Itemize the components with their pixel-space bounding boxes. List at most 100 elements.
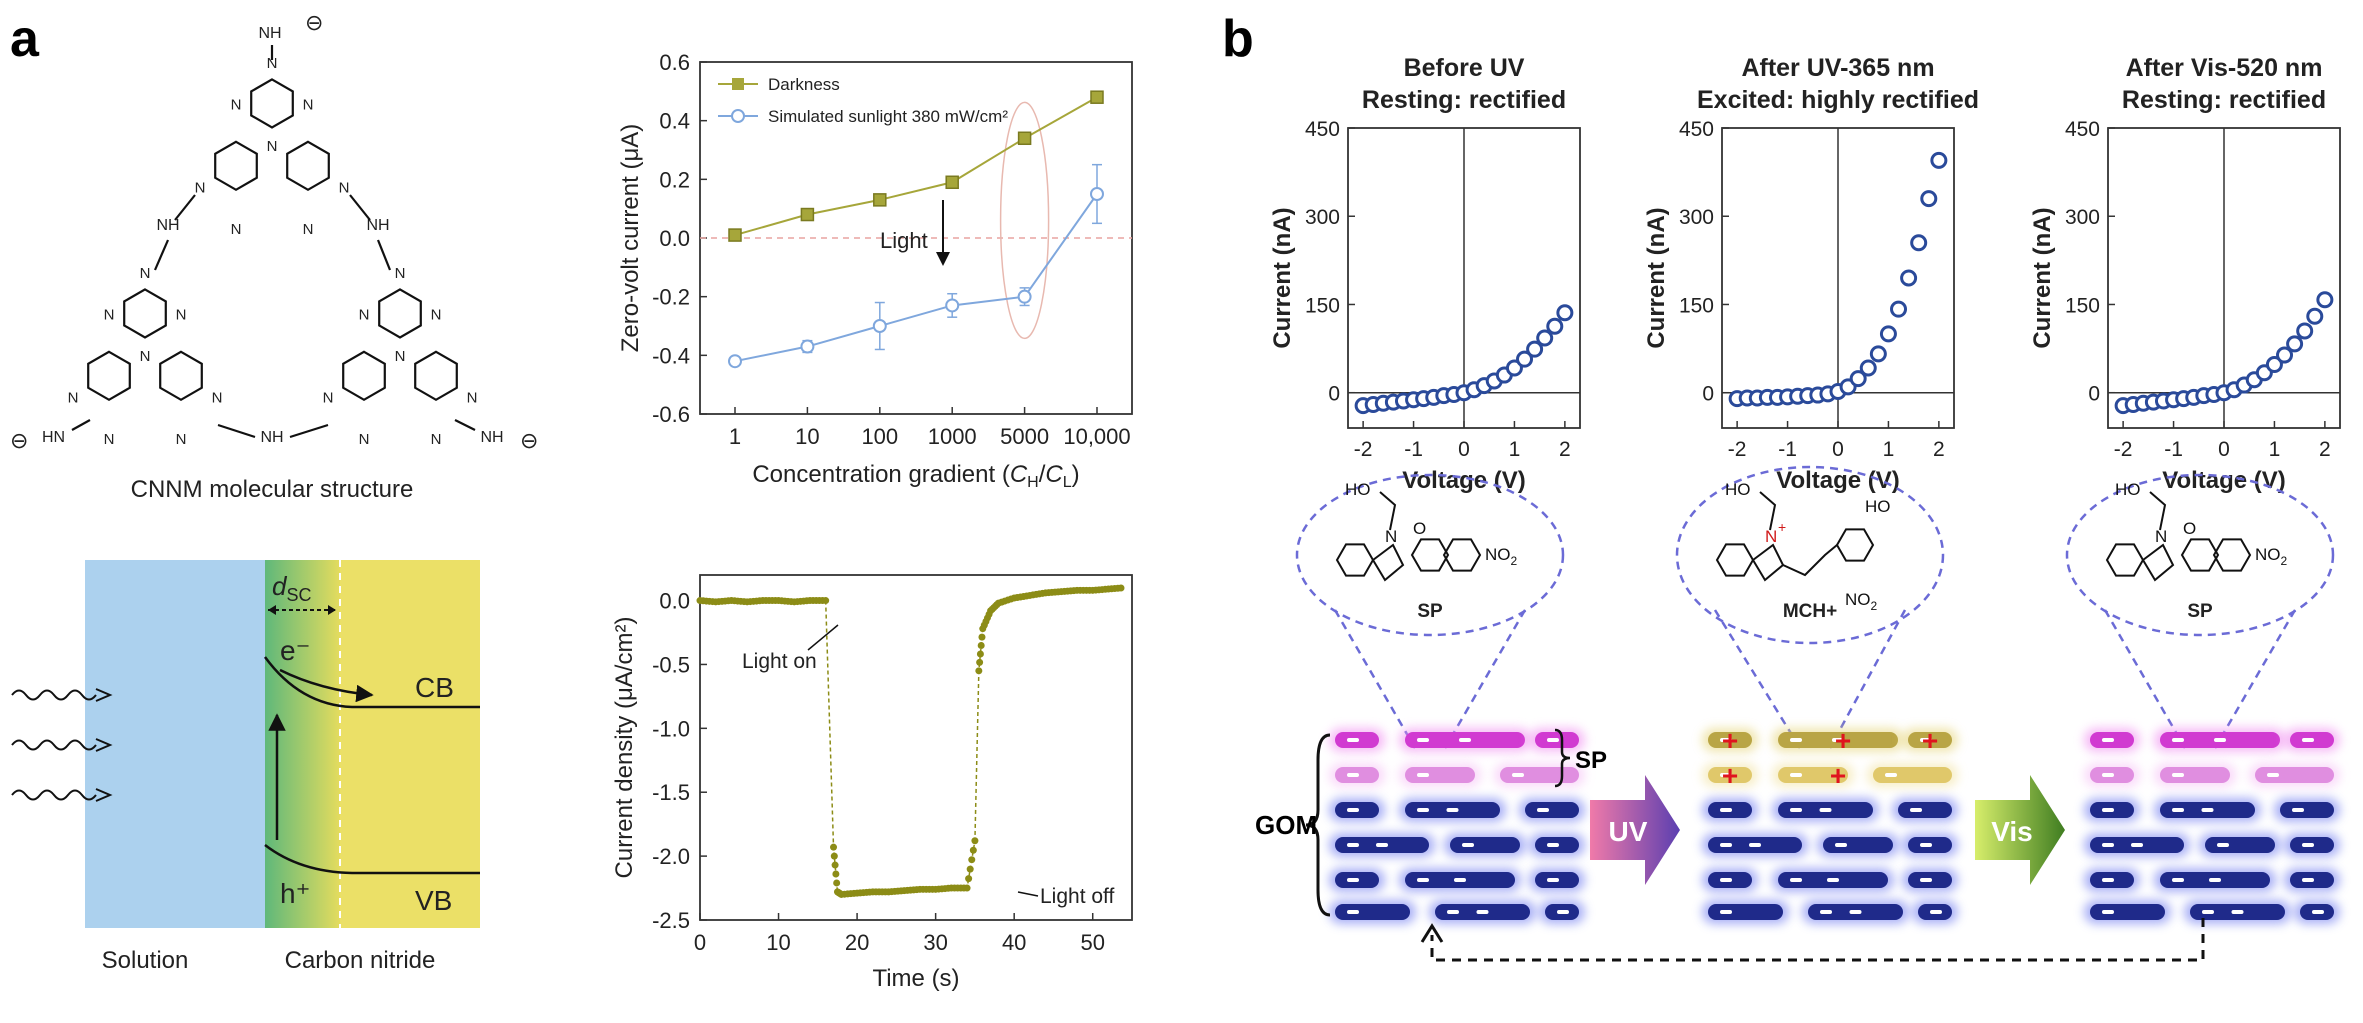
y-tick-label: 150 <box>2065 294 2100 317</box>
y-tick-label: -1.5 <box>652 780 690 805</box>
y-tick-label: -0.4 <box>652 343 690 368</box>
data-point-sunlight <box>1017 289 1032 304</box>
x-axis-label: Time (s) <box>872 965 959 992</box>
light-on-label: Light on <box>742 650 817 673</box>
layer-segment <box>1500 767 1579 783</box>
atom-bg <box>228 95 244 112</box>
y-axis-label: Current (nA) <box>1643 207 1670 348</box>
x-axis-label: Voltage (V) <box>1776 467 1900 494</box>
data-point-sunlight <box>1090 187 1104 201</box>
x-tick-label: 1 <box>1509 438 1521 461</box>
structure-skeleton <box>1715 491 1875 582</box>
layer-segment <box>2090 904 2165 920</box>
layer-segment <box>1708 904 1783 920</box>
ring-n-label: N <box>267 138 278 155</box>
y-tick-label: 0 <box>1328 383 1340 406</box>
trace-point <box>975 667 983 675</box>
trace-point <box>831 861 839 869</box>
nitro-subscript: 2 <box>2281 554 2288 568</box>
x-tick-label: 2 <box>1933 438 1945 461</box>
x-tick-label: 20 <box>845 930 869 955</box>
hydroxy-label: HO <box>1345 480 1371 499</box>
atom-bg <box>428 430 444 447</box>
x-tick-label: -1 <box>1404 438 1423 461</box>
bubble-connector <box>1333 609 1417 749</box>
y-tick-label: 0.0 <box>659 589 690 614</box>
heptazine-ring <box>87 350 131 402</box>
y-axis-label: Current density (μA/cm²) <box>611 617 638 879</box>
layer-segment <box>1823 837 1893 853</box>
charge-mark <box>1720 878 1732 882</box>
iv-title-line1: After UV-365 nm <box>1741 54 1934 82</box>
x-tick-label: 0 <box>1458 438 1470 461</box>
y-tick-label: 150 <box>1305 294 1340 317</box>
atom-bg <box>464 388 480 405</box>
y-axis-label: Zero-volt current (μA) <box>617 124 644 353</box>
charge-mark <box>1347 910 1359 914</box>
light-wave <box>11 789 97 801</box>
layer-segment <box>1898 802 1952 818</box>
charge-mark <box>1832 738 1844 742</box>
x-tick-label: 1 <box>2269 438 2281 461</box>
legend-marker <box>732 78 744 90</box>
x-tick-label: 0 <box>694 930 706 955</box>
charge-mark <box>1447 910 1459 914</box>
return-dashed-arrow <box>1430 918 2205 962</box>
panel-label-a: a <box>10 10 40 68</box>
plot-frame <box>699 574 1133 921</box>
layer-segment <box>2255 767 2334 783</box>
charge-mark <box>1790 878 1802 882</box>
nitro-subscript: 2 <box>1511 554 1518 568</box>
iv-data-point <box>1546 317 1564 335</box>
negative-charge: ⊖ <box>520 428 538 453</box>
atom-bg <box>209 388 225 405</box>
iv-data-point <box>1859 359 1877 377</box>
legend-marker <box>731 109 745 123</box>
positive-charge-mark: + <box>1922 725 1938 756</box>
y-tick-label: 0.0 <box>659 226 690 251</box>
data-point-sunlight <box>945 298 960 313</box>
ring-n-label: N <box>104 431 115 448</box>
y-tick-label: -2.0 <box>652 844 690 869</box>
valence-band-edge <box>264 844 480 875</box>
structure-name: SP <box>1417 601 1443 622</box>
ring-n-label: N <box>68 390 79 407</box>
x-tick-label: -2 <box>1728 438 1747 461</box>
positive-charge-mark: + <box>1722 760 1738 791</box>
five-ring <box>1751 543 1785 582</box>
x-axis-label-part: C <box>1010 461 1028 488</box>
ring-n-label: N <box>231 221 242 238</box>
layer-segment <box>1405 767 1475 783</box>
charge-mark <box>1417 773 1429 777</box>
x-tick-label: -2 <box>2114 438 2133 461</box>
nitro-label: NO2 <box>1845 590 1878 613</box>
hydroxy-label: HO <box>1865 497 1891 516</box>
light-wave <box>11 689 97 701</box>
atom-bg <box>336 178 352 195</box>
heptazine-ring <box>286 140 330 192</box>
conduction-band-edge <box>263 656 480 709</box>
charge-mark <box>2102 808 2114 812</box>
charge-mark <box>1920 843 1932 847</box>
light-wave <box>11 739 97 751</box>
iv-title-line2: Excited: highly rectified <box>1697 86 1979 114</box>
x-tick-label: 30 <box>923 930 947 955</box>
solution-region <box>85 560 265 928</box>
charge-mark <box>2217 843 2229 847</box>
ring-n-label: N <box>140 265 151 282</box>
carbon-nitride-label: Carbon nitride <box>285 947 436 974</box>
iv-data-point <box>1556 304 1574 322</box>
data-point-darkness <box>1090 90 1104 104</box>
molecule-caption: CNNM molecular structure <box>131 476 414 503</box>
charge-mark <box>1417 738 1429 742</box>
nitrogen-label: N <box>2155 527 2167 546</box>
heptazine-ring <box>123 288 167 339</box>
ring-n-label: N <box>267 55 278 72</box>
iv-after-uv-chart: 450 300 150 0 -2 -1 0 1 2 After UV-365 nm Excited:… <box>1643 54 1979 494</box>
trace-point <box>830 852 838 860</box>
benzene-ring <box>1715 543 1755 577</box>
iv-after-vis-chart: 450 300 150 0 -2 -1 0 1 2 After Vis-520 nm Resting… <box>2029 54 2341 494</box>
x-tick-label: -1 <box>1778 438 1797 461</box>
y-tick-label: 300 <box>1305 206 1340 229</box>
charge-mark <box>1417 808 1429 812</box>
